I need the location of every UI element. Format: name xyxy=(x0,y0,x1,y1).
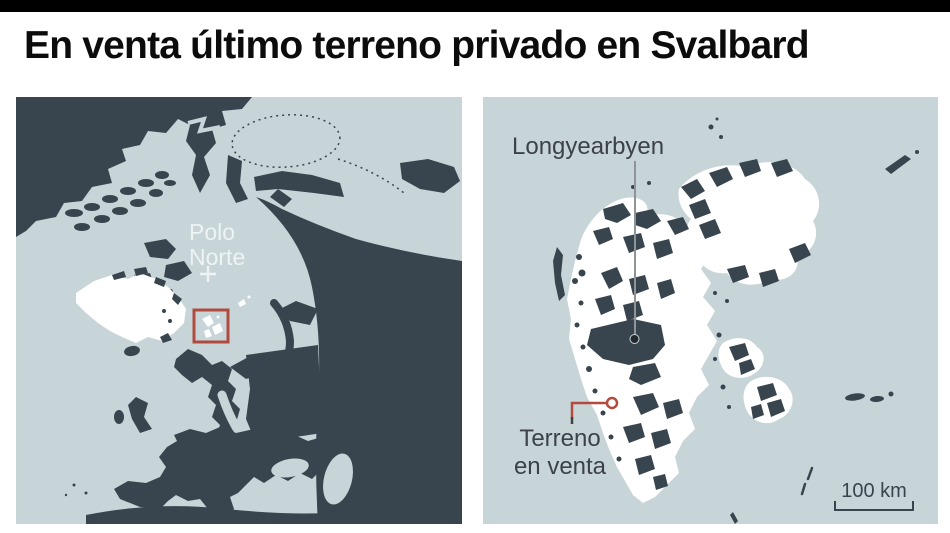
sale-label-line2: en venta xyxy=(514,453,607,480)
west-coast-islet-dot xyxy=(578,269,586,277)
finland-baltics xyxy=(246,345,322,443)
kola-peninsula xyxy=(280,301,318,325)
iceland xyxy=(124,345,140,357)
svalbard-islets xyxy=(202,295,251,338)
sale-leader-line xyxy=(570,401,607,419)
british-isles xyxy=(114,397,152,433)
greenland-coast-fringe xyxy=(112,267,182,343)
north-africa xyxy=(86,506,346,524)
pole-cross-icon xyxy=(200,266,216,282)
bering-strait-gap xyxy=(187,116,221,134)
scale-label: 100 km xyxy=(841,480,907,502)
outlying-islands xyxy=(708,117,919,524)
sale-marker-circle xyxy=(605,396,619,410)
atlantic-islets xyxy=(64,483,88,497)
longyearbyen-annotation: Longyearbyen xyxy=(512,133,664,344)
longyearbyen-marker-dot xyxy=(629,334,640,344)
prins-karls-forland xyxy=(553,247,565,301)
black-sea xyxy=(271,458,309,478)
caspian-sea xyxy=(323,453,353,505)
north-pole-label: Polo Norte xyxy=(189,219,245,282)
scandinavia xyxy=(174,349,244,445)
spitsbergen-terrain xyxy=(572,181,689,490)
pole-label-line2: Norte xyxy=(189,244,245,270)
siberia-landmass xyxy=(256,197,462,524)
siberian-island-arcs xyxy=(231,114,405,194)
north-america-landmass xyxy=(16,97,252,237)
east-islands-terrain xyxy=(713,332,785,419)
pole-label-line1: Polo xyxy=(189,219,235,245)
top-black-bar xyxy=(0,0,950,12)
arctic-overview-map: Polo Norte xyxy=(16,97,462,524)
svalbard-highlight-box xyxy=(192,308,230,344)
scale-bar: 100 km xyxy=(834,480,914,511)
land-for-sale-annotation: Terreno en venta xyxy=(514,396,619,480)
longyearbyen-label: Longyearbyen xyxy=(512,133,664,160)
sale-label-line1: Terreno xyxy=(519,425,600,452)
white-sea xyxy=(295,324,311,334)
scale-bracket xyxy=(834,501,914,511)
nordaustlandet-terrain xyxy=(681,159,811,303)
europe-landmass xyxy=(114,427,326,524)
nordaustlandet-white-dot xyxy=(748,178,754,184)
svalbard-detail-map: Longyearbyen Terreno en venta 100 km xyxy=(483,97,938,524)
greenland-ice xyxy=(76,273,186,343)
nordaustlandet-island xyxy=(678,162,820,285)
page-title: En venta último terreno privado en Svalb… xyxy=(24,24,810,67)
arctic-coastal-islands xyxy=(226,155,460,207)
